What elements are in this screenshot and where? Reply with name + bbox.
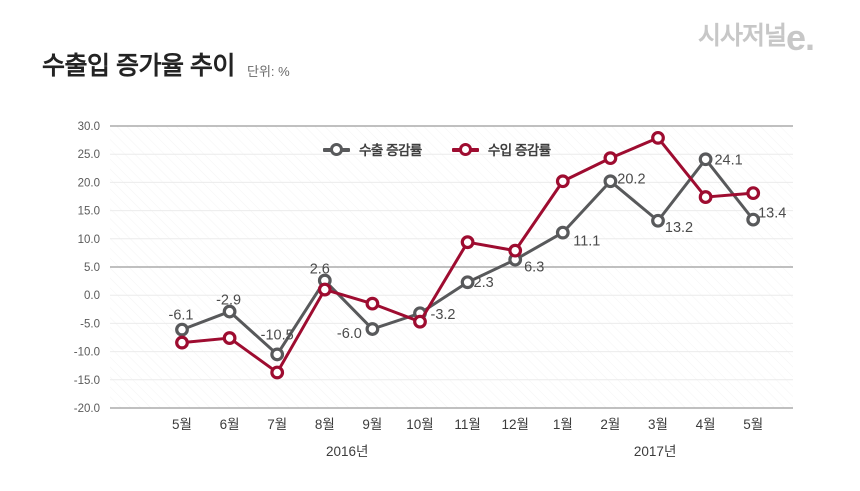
chart-legend: 수출 증감률 수입 증감률 xyxy=(323,139,551,159)
x-axis-month-label: 10월 xyxy=(406,417,433,432)
import-data-point xyxy=(413,314,427,329)
export-data-point xyxy=(603,174,618,189)
export-data-point xyxy=(270,347,285,362)
export-data-point xyxy=(698,152,713,167)
page-title: 수출입 증가율 추이 xyxy=(42,52,235,80)
x-axis-month-label: 1월 xyxy=(553,417,573,432)
export-data-label: 6.3 xyxy=(524,260,544,276)
import-data-point xyxy=(175,335,189,350)
x-axis-month-label: 12월 xyxy=(501,417,528,432)
x-axis-month-label: 7월 xyxy=(267,417,287,432)
export-data-point xyxy=(746,212,761,227)
legend-item-import: 수입 증감률 xyxy=(451,139,551,159)
y-axis-tick-label: 25.0 xyxy=(78,149,100,161)
import-data-point xyxy=(317,282,332,297)
import-data-point xyxy=(698,190,713,204)
y-axis-tick-label: 30.0 xyxy=(78,121,100,133)
y-axis-tick-label: 10.0 xyxy=(78,234,100,246)
y-axis-tick-label: -5.0 xyxy=(80,318,100,330)
export-data-point xyxy=(222,304,237,319)
export-data-label: -3.2 xyxy=(431,307,456,323)
y-axis-tick-label: 20.0 xyxy=(78,177,100,189)
import-data-point xyxy=(222,331,237,345)
export-data-point xyxy=(460,275,475,290)
import-data-point xyxy=(651,130,665,145)
import-data-point xyxy=(508,243,523,258)
import-data-point xyxy=(270,365,285,380)
logo-accent-text: e. xyxy=(785,17,815,58)
export-data-label: 20.2 xyxy=(617,171,645,187)
import-data-point xyxy=(460,235,475,250)
export-data-point xyxy=(555,225,570,240)
legend-label-export: 수출 증감률 xyxy=(359,143,422,158)
y-axis-tick-label: 15.0 xyxy=(78,206,100,218)
x-axis-year-label: 2017년 xyxy=(634,444,676,459)
export-data-point xyxy=(175,322,189,337)
export-data-label: -10.5 xyxy=(261,327,294,343)
export-data-label: 13.4 xyxy=(758,206,786,222)
x-axis-month-label: 4월 xyxy=(696,417,716,432)
y-axis-tick-label: -10.0 xyxy=(74,347,100,359)
x-axis-month-label: 9월 xyxy=(362,417,382,432)
export-data-label: 2.3 xyxy=(474,275,494,291)
export-data-label: 13.2 xyxy=(665,220,693,236)
legend-label-import: 수입 증감률 xyxy=(487,143,551,158)
x-axis-year-label: 2016년 xyxy=(326,444,368,459)
x-axis-month-label: 2월 xyxy=(600,417,620,432)
x-axis-month-label: 11월 xyxy=(454,417,480,432)
y-axis-tick-label: 5.0 xyxy=(84,262,100,274)
import-data-point xyxy=(365,296,380,311)
import-data-point xyxy=(603,151,618,166)
import-legend-marker-icon xyxy=(451,142,479,156)
export-legend-marker-icon xyxy=(323,142,350,156)
export-data-label: 24.1 xyxy=(714,152,742,168)
export-data-label: 2.6 xyxy=(310,262,330,278)
x-axis-month-label: 5월 xyxy=(172,417,192,432)
export-data-point xyxy=(365,322,380,336)
unit-label: 단위: % xyxy=(247,64,290,79)
export-data-label: -2.9 xyxy=(216,293,241,309)
sisajournal-e-logo: 시사저널e. xyxy=(697,16,815,59)
export-data-point xyxy=(651,213,665,228)
y-axis-tick-label: 0.0 xyxy=(84,290,100,302)
export-data-label: -6.0 xyxy=(337,326,362,342)
x-axis-month-label: 8월 xyxy=(315,417,335,432)
export-data-label: 11.1 xyxy=(573,234,600,250)
legend-item-export: 수출 증감률 xyxy=(323,139,422,159)
import-data-point xyxy=(746,186,761,201)
x-axis-month-label: 5월 xyxy=(743,417,763,432)
y-axis-tick-label: -20.0 xyxy=(74,403,100,415)
x-axis-month-label: 3월 xyxy=(648,417,668,432)
logo-korean-text: 시사저널 xyxy=(697,22,787,50)
import-data-point xyxy=(555,174,570,189)
y-axis-tick-label: -15.0 xyxy=(74,375,100,387)
x-axis-month-label: 6월 xyxy=(220,417,240,432)
export-data-label: -6.1 xyxy=(169,308,194,324)
